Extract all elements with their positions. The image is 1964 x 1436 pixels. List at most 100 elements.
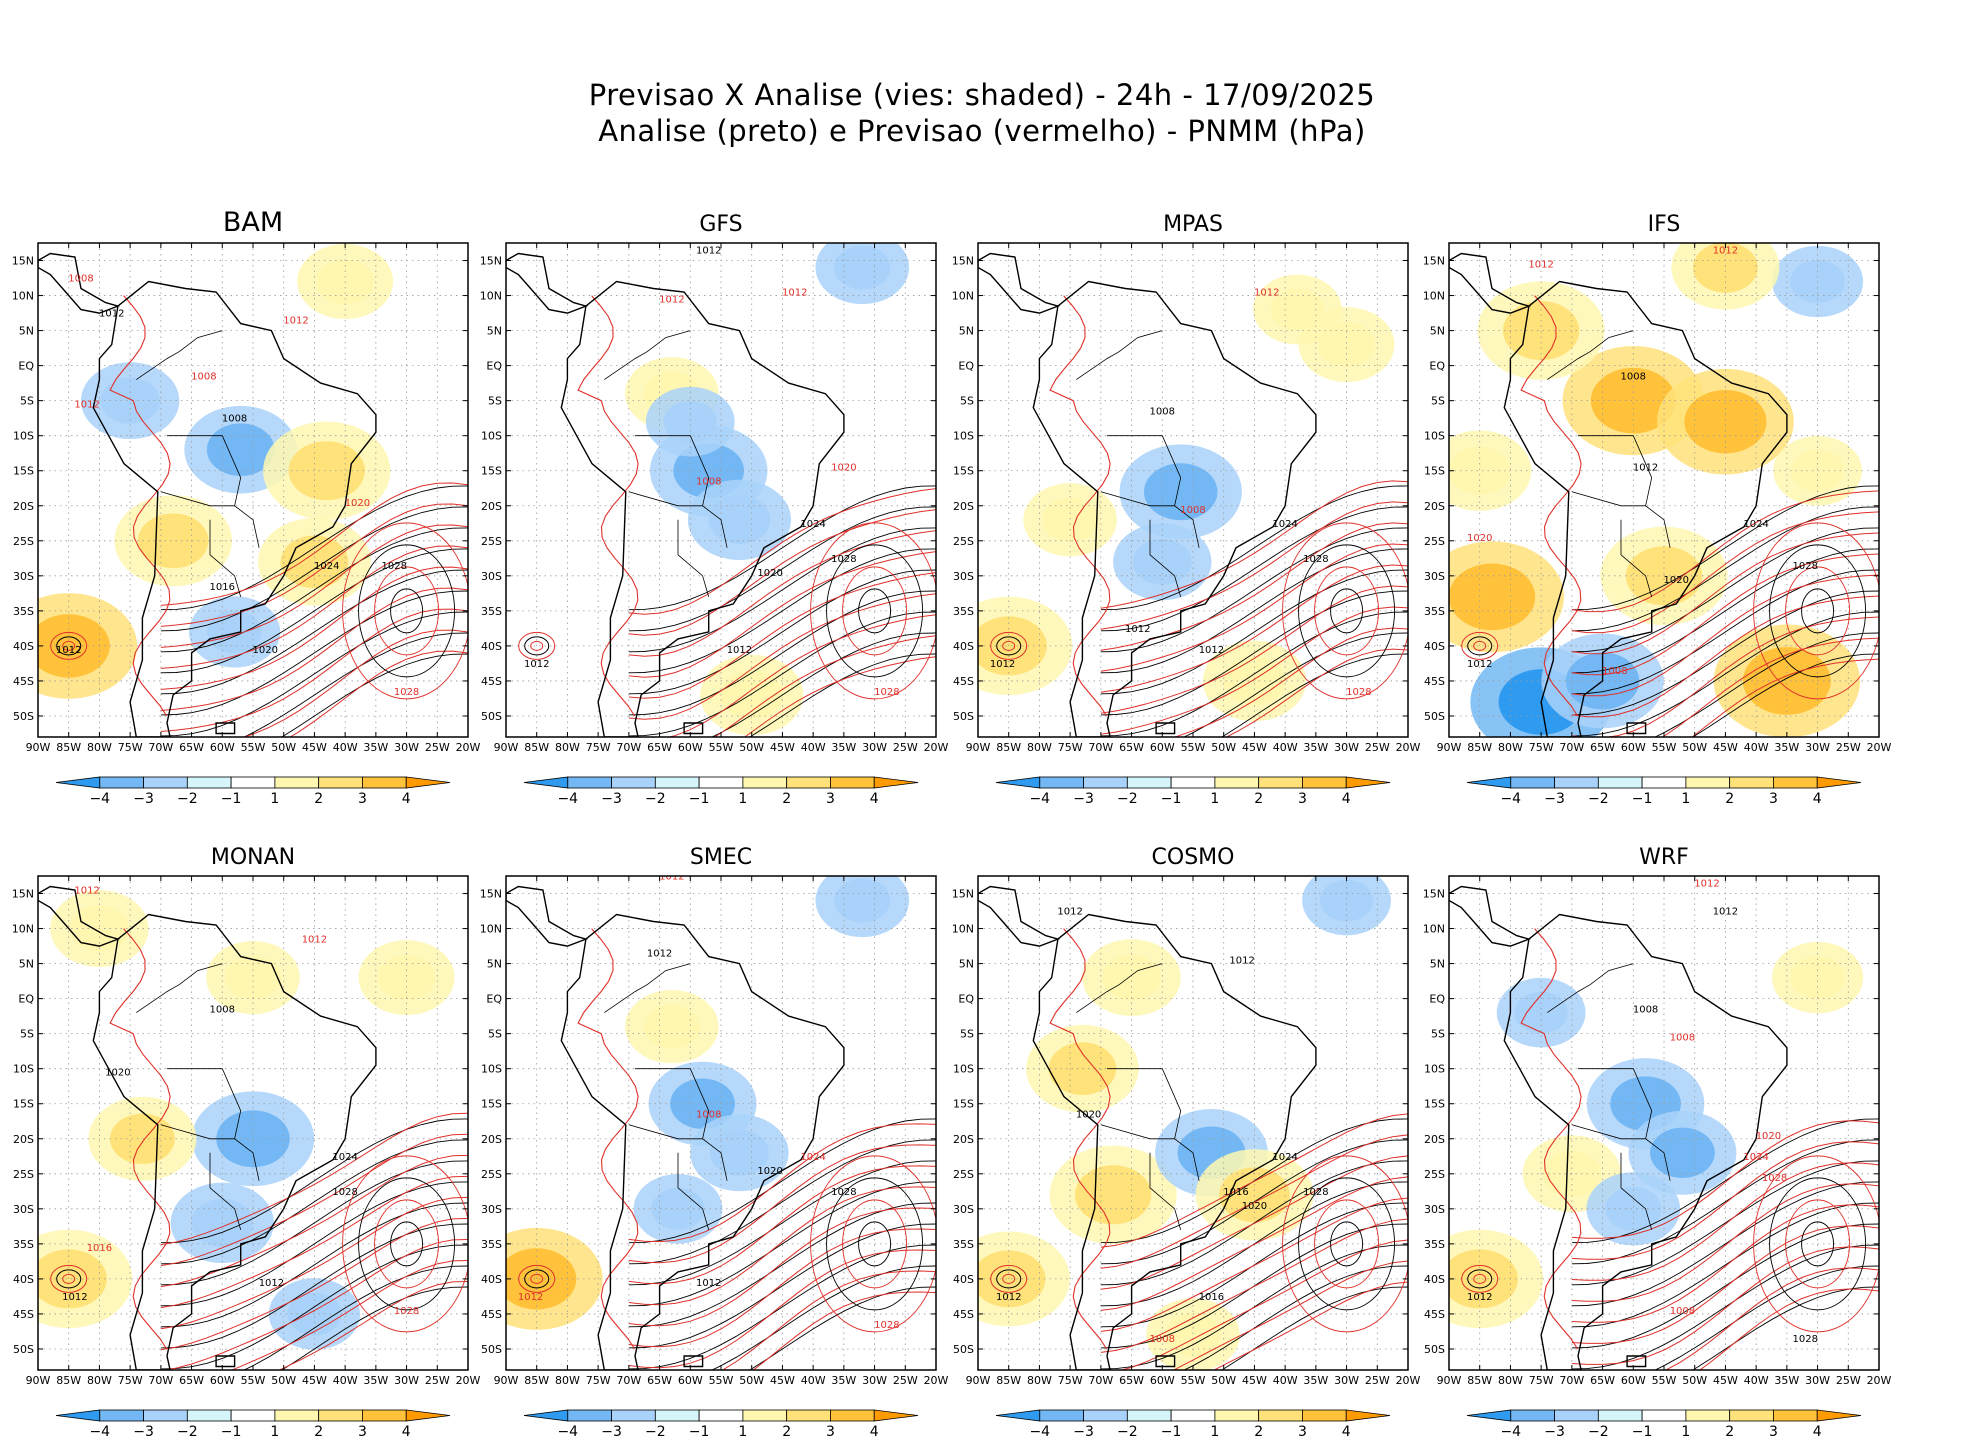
high-pressure-contour [358,1177,456,1311]
y-tick-label: 5N [959,958,974,971]
y-tick-label: 30S [1424,570,1445,583]
contour-label: 1028 [1303,1187,1328,1198]
contour-label: 1012 [259,1278,284,1289]
x-tick-label: 55W [1181,1374,1206,1387]
colorbar-label: 2 [1725,1424,1734,1436]
x-tick-label: 35W [831,1374,856,1387]
analysis-isobar [1571,611,1879,737]
y-tick-label: 15S [481,465,502,478]
x-tick-label: 55W [1181,741,1206,754]
colorbar-label: −1 [1161,791,1182,807]
forecast-isobar [713,635,936,737]
y-tick-label: 45S [953,675,974,688]
x-tick-label: 45W [302,741,327,754]
contour-label: 1024 [332,1152,357,1163]
panel-title: GFS [699,212,742,237]
country-border [1149,519,1182,598]
low-pressure-contour [1473,1273,1487,1284]
forecast-isobar [628,1186,936,1306]
contour-label: 1020 [1467,533,1492,544]
forecast-isobar [160,1175,468,1309]
country-border [1547,330,1634,380]
contour-label: 1028 [831,554,856,565]
y-tick-label: 10S [953,1063,974,1076]
x-tick-label: 35W [1303,1374,1328,1387]
colorbar-segment [274,1409,320,1422]
colorbar-label: −2 [1588,791,1609,807]
x-tick-label: 90W [494,1374,519,1387]
colorbar-label: 3 [826,1424,835,1436]
x-tick-label: 60W [210,741,235,754]
central-america-coastline [978,885,1061,947]
colorbar-label: 3 [1769,1424,1778,1436]
x-tick-label: 85W [524,741,549,754]
colorbar-segment [186,1409,232,1422]
central-america-coastline [978,252,1061,314]
falkland-islands-coastline [1155,722,1176,735]
contour-label: 1020 [1076,1110,1101,1121]
colorbar-label: 1 [1210,1424,1219,1436]
y-tick-label: 45S [1424,1308,1445,1321]
forecast-isobar [752,1291,936,1370]
colorbar-segment [654,776,700,789]
panel-title: BAM [223,207,283,238]
forecast-isobar [577,295,639,717]
forecast-isobar [160,1217,468,1351]
y-tick-label: 5S [20,1028,34,1041]
y-tick-label: 20S [481,1133,502,1146]
high-pressure-contour [390,588,424,634]
colorbar-label: −4 [89,1424,110,1436]
bias-region [1074,1165,1152,1225]
y-tick-label: 15N [480,255,502,268]
central-america-coastline [1449,252,1532,314]
colorbar-label: −1 [221,1424,242,1436]
analysis-isobar [1571,1160,1879,1286]
forecast-isobar [628,593,936,720]
low-pressure-contour [530,640,544,651]
y-tick-label: 35S [13,605,34,618]
contour-label: 1024 [800,519,825,530]
colorbar-label: 4 [1342,791,1351,807]
y-tick-label: 25S [13,1168,34,1181]
high-pressure-contour [1769,1177,1867,1311]
y-tick-label: 5S [960,1028,974,1041]
contour-label: 1020 [757,1166,782,1177]
contour-label: 1012 [74,400,99,411]
high-pressure-contour [358,544,456,678]
y-tick-label: 5N [487,325,502,338]
colorbar-label: 4 [1813,1424,1822,1436]
contour-label: 1028 [874,1320,899,1331]
falkland-islands-coastline [683,722,704,735]
analysis-isobar [1654,1265,1879,1370]
forecast-isobar [628,1249,936,1369]
bias-region [1042,497,1099,542]
contour-label: 1012 [1229,956,1254,967]
contour-label: 1008 [68,274,93,285]
central-america-coastline [506,885,589,947]
y-tick-label: 30S [13,570,34,583]
bias-region [1317,322,1376,368]
analysis-isobar [1654,632,1879,737]
y-tick-label: 50S [1424,710,1445,723]
falkland-islands-coastline [1626,722,1647,735]
y-tick-label: 20S [481,500,502,513]
colorbar: −4 −3 −2 −1 1 2 3 4 [1466,776,1862,807]
contour-label: 1016 [210,582,235,593]
y-tick-label: EQ [958,993,974,1006]
x-tick-label: 70W [616,1374,641,1387]
bias-region [643,1004,700,1049]
forecast-isobar [1664,1267,1879,1370]
x-tick-label: 65W [1590,1374,1615,1387]
y-tick-label: 35S [481,605,502,618]
forecast-isobar [1100,564,1408,693]
contour-label: 1012 [524,659,549,670]
y-tick-label: 15N [952,888,974,901]
x-tick-label: 65W [179,741,204,754]
y-tick-label: 35S [953,1238,974,1251]
x-tick-label: 35W [831,741,856,754]
country-border [167,435,242,506]
low-pressure-contour [996,1269,1022,1289]
x-tick-label: 65W [179,1374,204,1387]
analysis-isobar [628,569,936,695]
y-tick-label: 20S [953,1133,974,1146]
